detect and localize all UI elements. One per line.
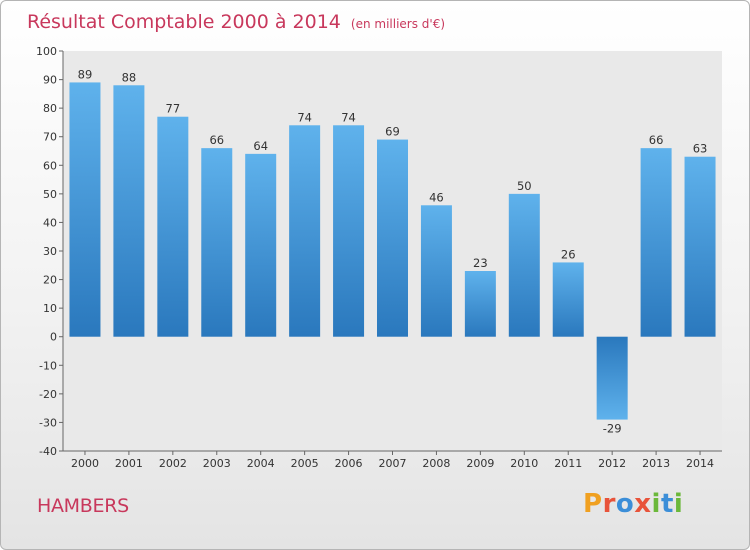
y-tick-label: 60 [43,159,57,172]
x-tick-label: 2014 [686,457,714,470]
bar [552,262,584,337]
x-tick-label: 2005 [291,457,319,470]
x-tick-label: 2004 [247,457,275,470]
y-tick-label: 0 [50,331,57,344]
y-tick-label: 50 [43,188,57,201]
bar [245,153,277,337]
bar-value-label: 64 [253,139,268,153]
x-tick-label: 2006 [335,457,363,470]
y-tick-label: -10 [39,359,57,372]
bar [640,148,672,337]
bar [289,125,321,337]
bar-value-label: 23 [473,256,488,270]
x-tick-label: 2013 [642,457,670,470]
x-tick-label: 2012 [598,457,626,470]
bar [684,156,716,337]
x-tick-label: 2011 [554,457,582,470]
x-tick-label: 2000 [71,457,99,470]
plot-area: 1009080706050403020100-10-20-30-40892000… [36,45,722,470]
bar [333,125,365,337]
y-tick-label: 20 [43,274,57,287]
y-tick-label: -30 [39,416,57,429]
x-tick-label: 2003 [203,457,231,470]
bar-value-label: 74 [341,110,356,124]
y-tick-label: 90 [43,74,57,87]
bar-value-label: 66 [209,133,224,147]
y-tick-label: 80 [43,102,57,115]
x-tick-label: 2001 [115,457,143,470]
bar-value-label: 88 [122,70,137,84]
bar-value-label: 63 [693,142,708,156]
bar-value-label: 77 [166,102,181,116]
x-tick-label: 2009 [466,457,494,470]
bar [201,148,233,337]
bar [69,82,101,337]
bar [157,116,189,337]
proxiti-logo[interactable]: Proxiti [583,489,684,519]
chart-title-text: Résultat Comptable 2000 à 2014 [27,11,341,33]
y-tick-label: 10 [43,302,57,315]
y-tick-label: -20 [39,388,57,401]
bar [464,271,496,337]
bar-value-label: 50 [517,179,532,193]
y-tick-label: 30 [43,245,57,258]
bar-value-label: 89 [78,67,93,81]
y-tick-label: 40 [43,216,57,229]
bar-value-label: 74 [297,110,312,124]
bar-value-label: 26 [561,247,576,261]
chart-title: Résultat Comptable 2000 à 2014 (en millie… [27,7,445,37]
x-tick-label: 2007 [379,457,407,470]
x-tick-label: 2002 [159,457,187,470]
bar-value-label: 46 [429,190,444,204]
chart-unit-text: (en milliers d'€) [350,17,446,31]
y-tick-label: 70 [43,131,57,144]
bar [420,205,452,337]
x-tick-label: 2010 [510,457,538,470]
y-tick-label: 100 [36,45,57,58]
bar [508,193,540,337]
bar-value-label: 69 [385,125,400,139]
bar [377,139,408,337]
bar-value-label: -29 [603,422,622,436]
bar [113,85,145,337]
x-tick-label: 2008 [422,457,450,470]
bar [596,336,628,420]
commune-name: HAMBERS [37,495,129,517]
y-tick-label: -40 [39,445,57,458]
bar-value-label: 66 [649,133,664,147]
